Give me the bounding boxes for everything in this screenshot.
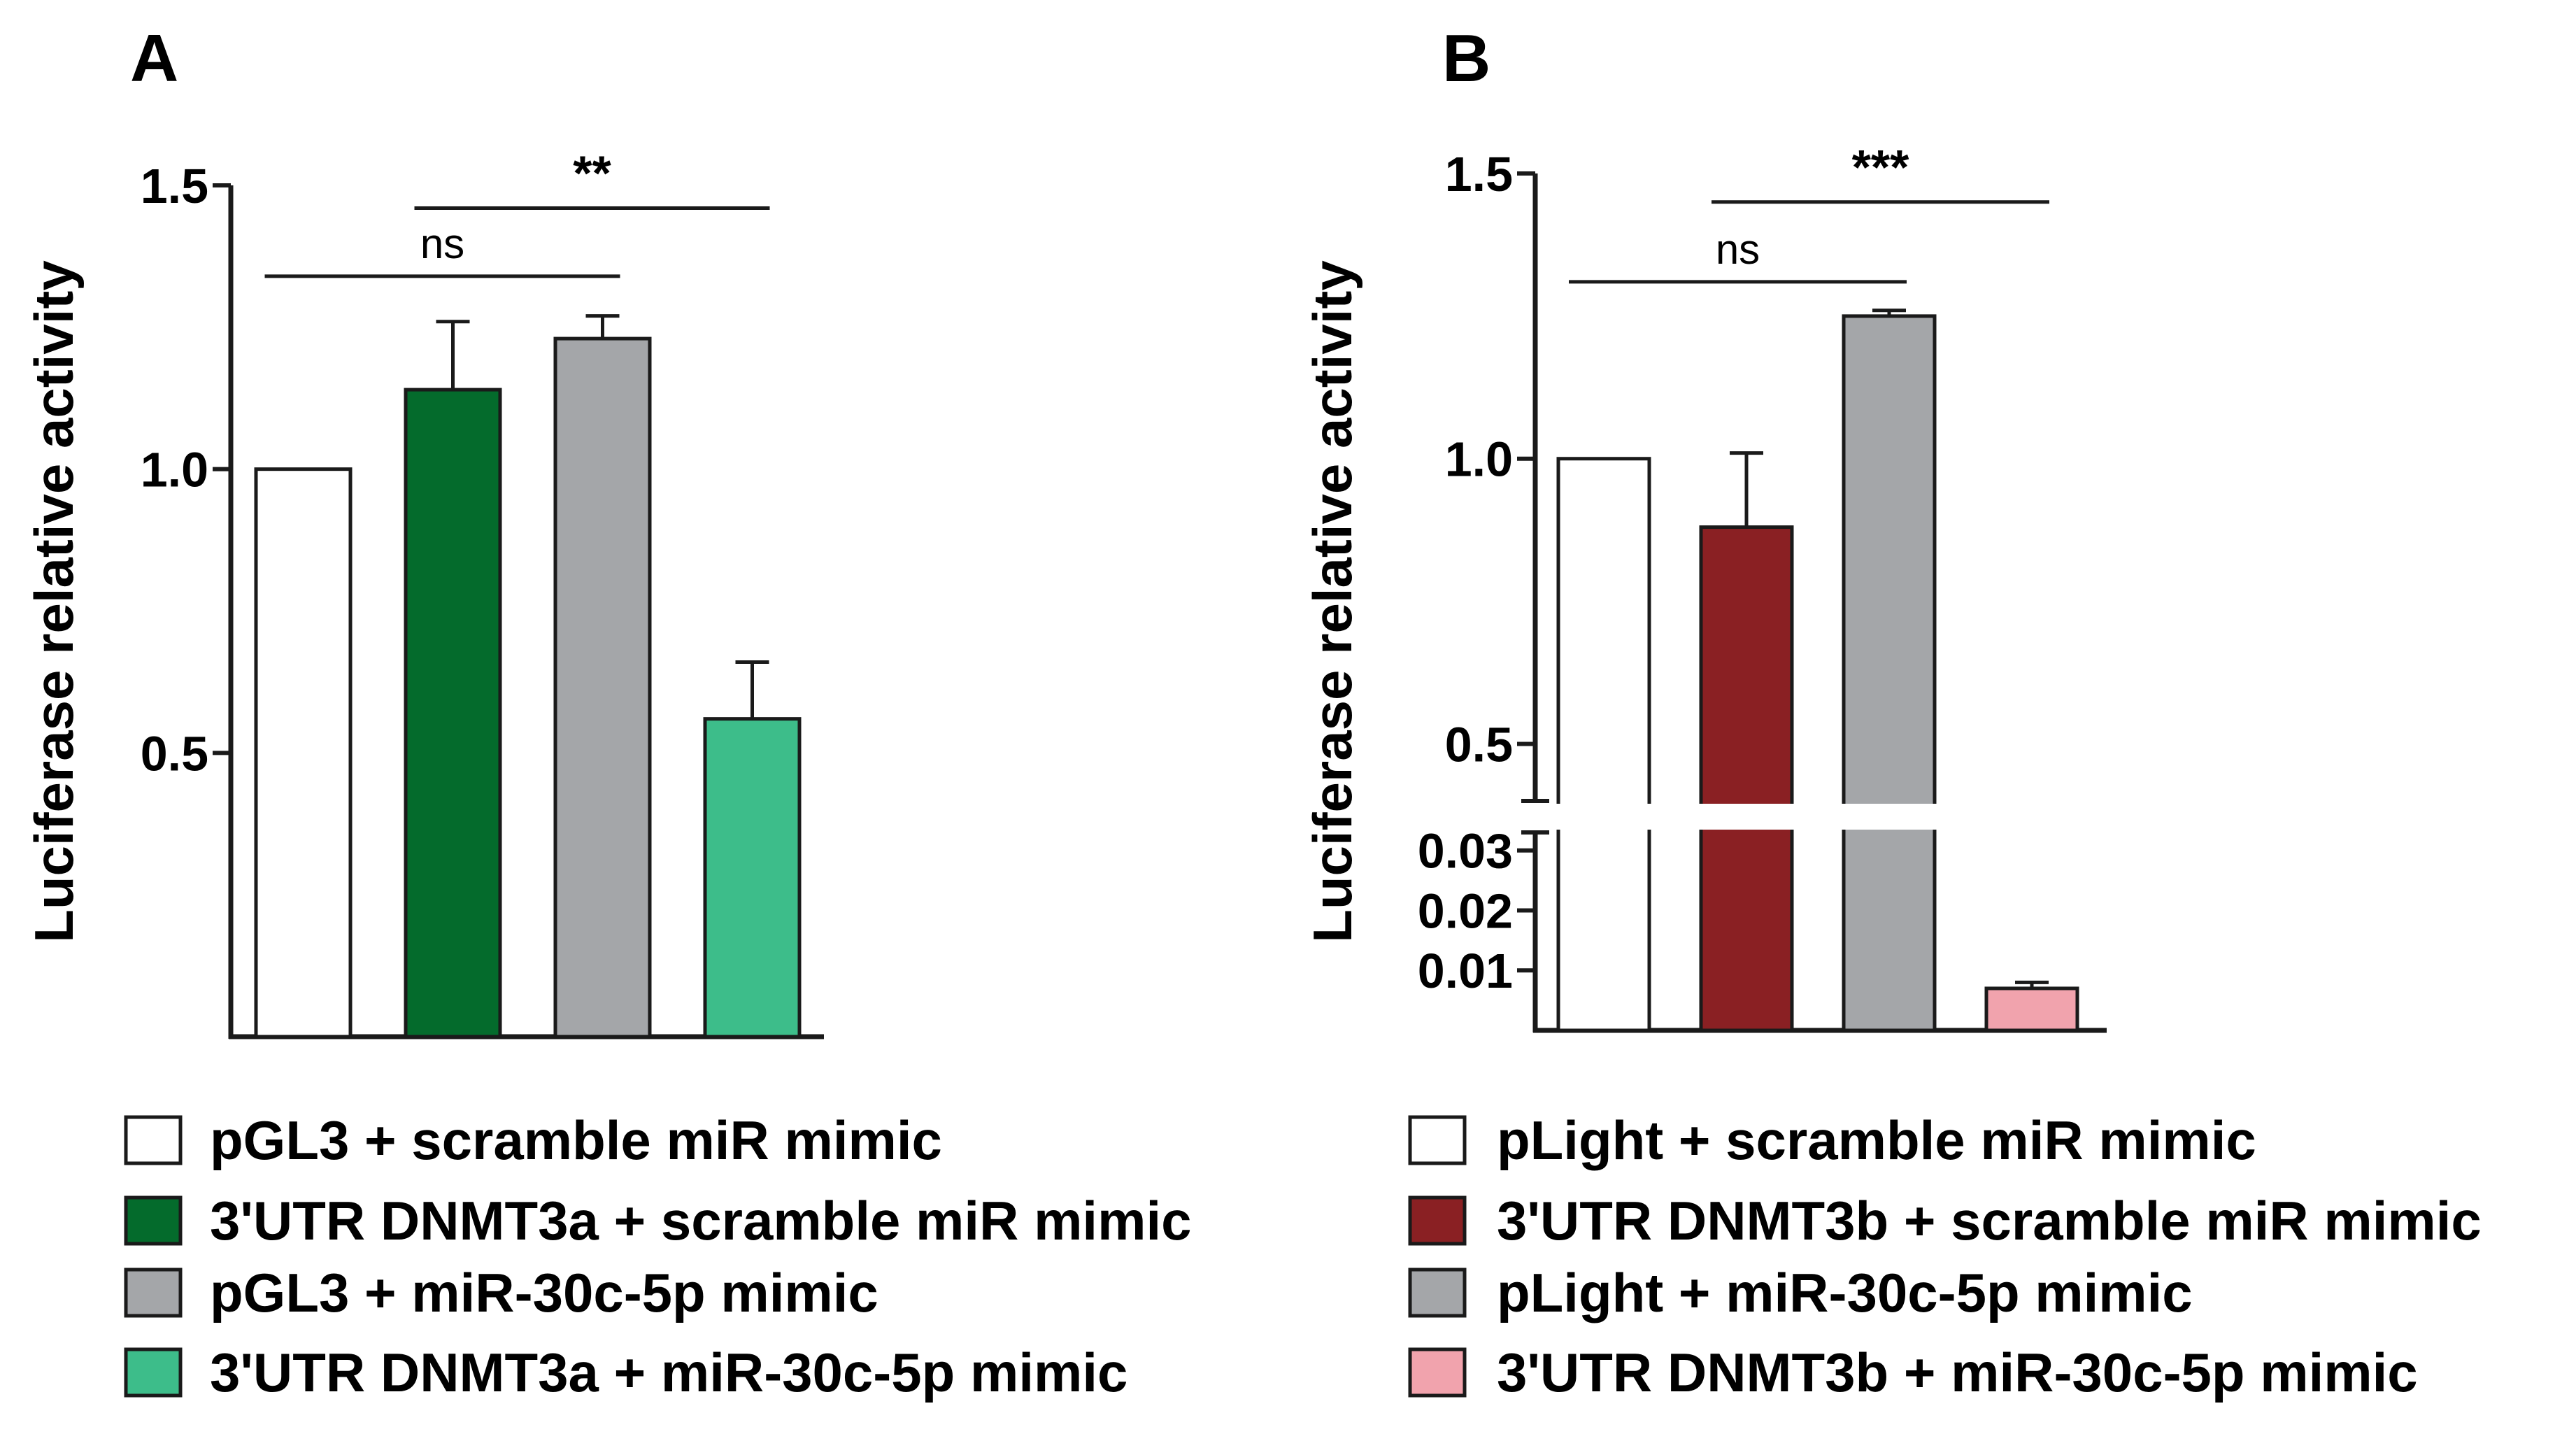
- panel-b-legend-label: 3'UTR DNMT3b + miR-30c-5p mimic: [1497, 1342, 2418, 1403]
- panel-b-bar: [1842, 314, 1937, 1032]
- panel-a-y-tick-label: 1.0: [141, 443, 208, 497]
- panel-a-significance-label: **: [573, 145, 611, 200]
- panel-b-legend-label: pLight + scramble miR mimic: [1497, 1109, 2256, 1171]
- panel-b-y-tick-label: 0.01: [1418, 944, 1513, 998]
- panel-b-legend-label: pLight + miR-30c-5p mimic: [1497, 1262, 2193, 1323]
- panel-a-legend: pGL3 + scramble miR mimic 3'UTR DNMT3a + …: [124, 1109, 1192, 1403]
- panel-b-legend-swatch: [1408, 1268, 1467, 1318]
- panel-a-legend-label: 3'UTR DNMT3a + scramble miR mimic: [210, 1190, 1192, 1251]
- panel-a-legend-swatch: [124, 1195, 183, 1246]
- panel-b-legend: pLight + scramble miR mimic 3'UTR DNMT3b …: [1408, 1109, 2482, 1403]
- panel-b-y-tick-label: 1.0: [1445, 432, 1513, 487]
- panel-b-significance-label: ns: [1716, 226, 1760, 273]
- panel-b-legend-label: 3'UTR DNMT3b + scramble miR mimic: [1497, 1190, 2482, 1251]
- panel-a-legend-swatch: [124, 1347, 183, 1398]
- panel-b-letter: B: [1442, 21, 1490, 96]
- panel-b-axis-break-gap: [1527, 804, 2128, 830]
- panel-a-legend-swatch: [124, 1115, 183, 1165]
- panel-a-letter: A: [130, 21, 178, 96]
- panel-a-legend-label: pGL3 + miR-30c-5p mimic: [210, 1262, 878, 1323]
- panel-b-y-axis-label: Luciferase relative activity: [1302, 260, 1363, 943]
- panel-a-plot: 0.5 1.0 1.5 ns **: [141, 145, 824, 1039]
- panel-a-bar: [254, 467, 353, 1039]
- panel-b-bar: [1556, 457, 1651, 1032]
- panel-a-bar: [553, 336, 652, 1039]
- panel-b-y-tick-label: 0.03: [1418, 824, 1513, 879]
- panel-b-y-tick-label: 0.02: [1418, 883, 1513, 938]
- panel-a-y-tick-label: 0.5: [141, 726, 208, 781]
- panel-b-significance-label: ***: [1852, 140, 1909, 194]
- panel-b-legend-swatch: [1408, 1347, 1467, 1398]
- panel-b-plot: 0.5 1.0 1.5 0.01 0.020.03 ns ***: [1418, 140, 2128, 1033]
- panel-a-bar: [404, 388, 502, 1039]
- panel-a-y-axis-label: Luciferase relative activity: [23, 260, 85, 943]
- panel-b-legend-swatch: [1408, 1115, 1467, 1165]
- panel-a-legend-label: 3'UTR DNMT3a + miR-30c-5p mimic: [210, 1342, 1127, 1403]
- panel-a-significance-label: ns: [420, 220, 464, 267]
- panel-b-legend-swatch: [1408, 1195, 1467, 1246]
- panel-a-bar: [703, 717, 802, 1039]
- panel-b-y-tick-label: 0.5: [1445, 717, 1513, 772]
- panel-a-legend-label: pGL3 + scramble miR mimic: [210, 1109, 942, 1171]
- panel-b-bar: [1984, 986, 2079, 1032]
- panel-a-legend-swatch: [124, 1268, 183, 1318]
- panel-b-y-tick-label: 1.5: [1445, 147, 1513, 201]
- panel-b-bar: [1699, 525, 1794, 1032]
- panel-a-y-tick-label: 1.5: [141, 159, 208, 213]
